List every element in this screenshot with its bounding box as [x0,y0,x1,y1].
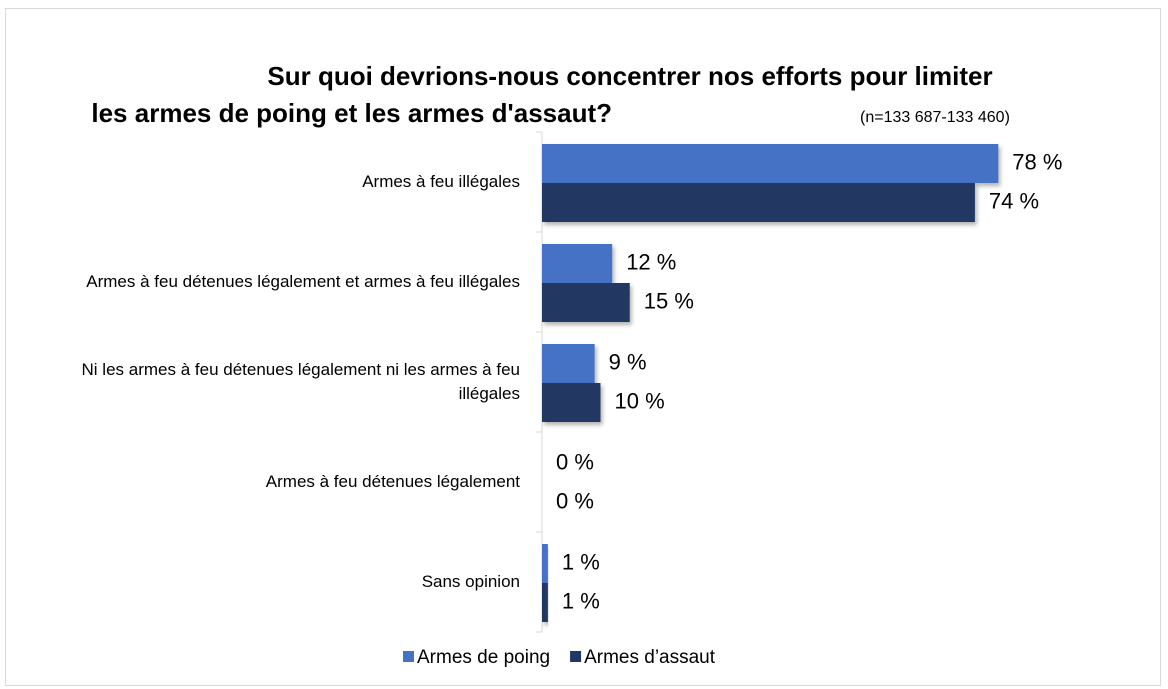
value-label: 78 % [1012,149,1062,174]
value-label: 12 % [626,249,676,274]
legend-label: Armes d’assaut [584,647,716,668]
value-label: 0 % [556,488,594,513]
chart-subtitle: (n=133 687-133 460) [860,109,1010,126]
bar [542,283,630,322]
value-label: 1 % [562,588,600,613]
category-label: Armes à feu détenues légalement [265,472,520,491]
bar [542,144,999,183]
bar [542,244,613,283]
legend-label: Armes de poing [417,647,550,668]
legend-swatch [570,651,582,662]
value-label: 9 % [609,349,647,374]
chart-title: Sur quoi devrions-nous concentrer nos ef… [267,61,992,91]
value-label: 10 % [615,388,665,413]
bar [542,583,548,622]
chart-frame [5,8,1161,686]
bar [542,183,975,222]
chart-title: les armes de poing et les armes d'assaut… [91,98,612,128]
value-label: 15 % [644,288,694,313]
category-label: Armes à feu illégales [362,172,520,191]
legend-swatch [403,651,414,662]
bar [542,544,548,583]
category-label: Armes à feu détenues légalement et armes… [86,272,520,291]
bar [542,344,595,383]
category-label: Sans opinion [421,572,520,591]
bar [542,383,601,422]
value-label: 0 % [556,449,594,474]
value-label: 74 % [989,188,1039,213]
value-label: 1 % [562,549,600,574]
category-label: Ni les armes à feu détenues légalement n… [81,360,520,403]
